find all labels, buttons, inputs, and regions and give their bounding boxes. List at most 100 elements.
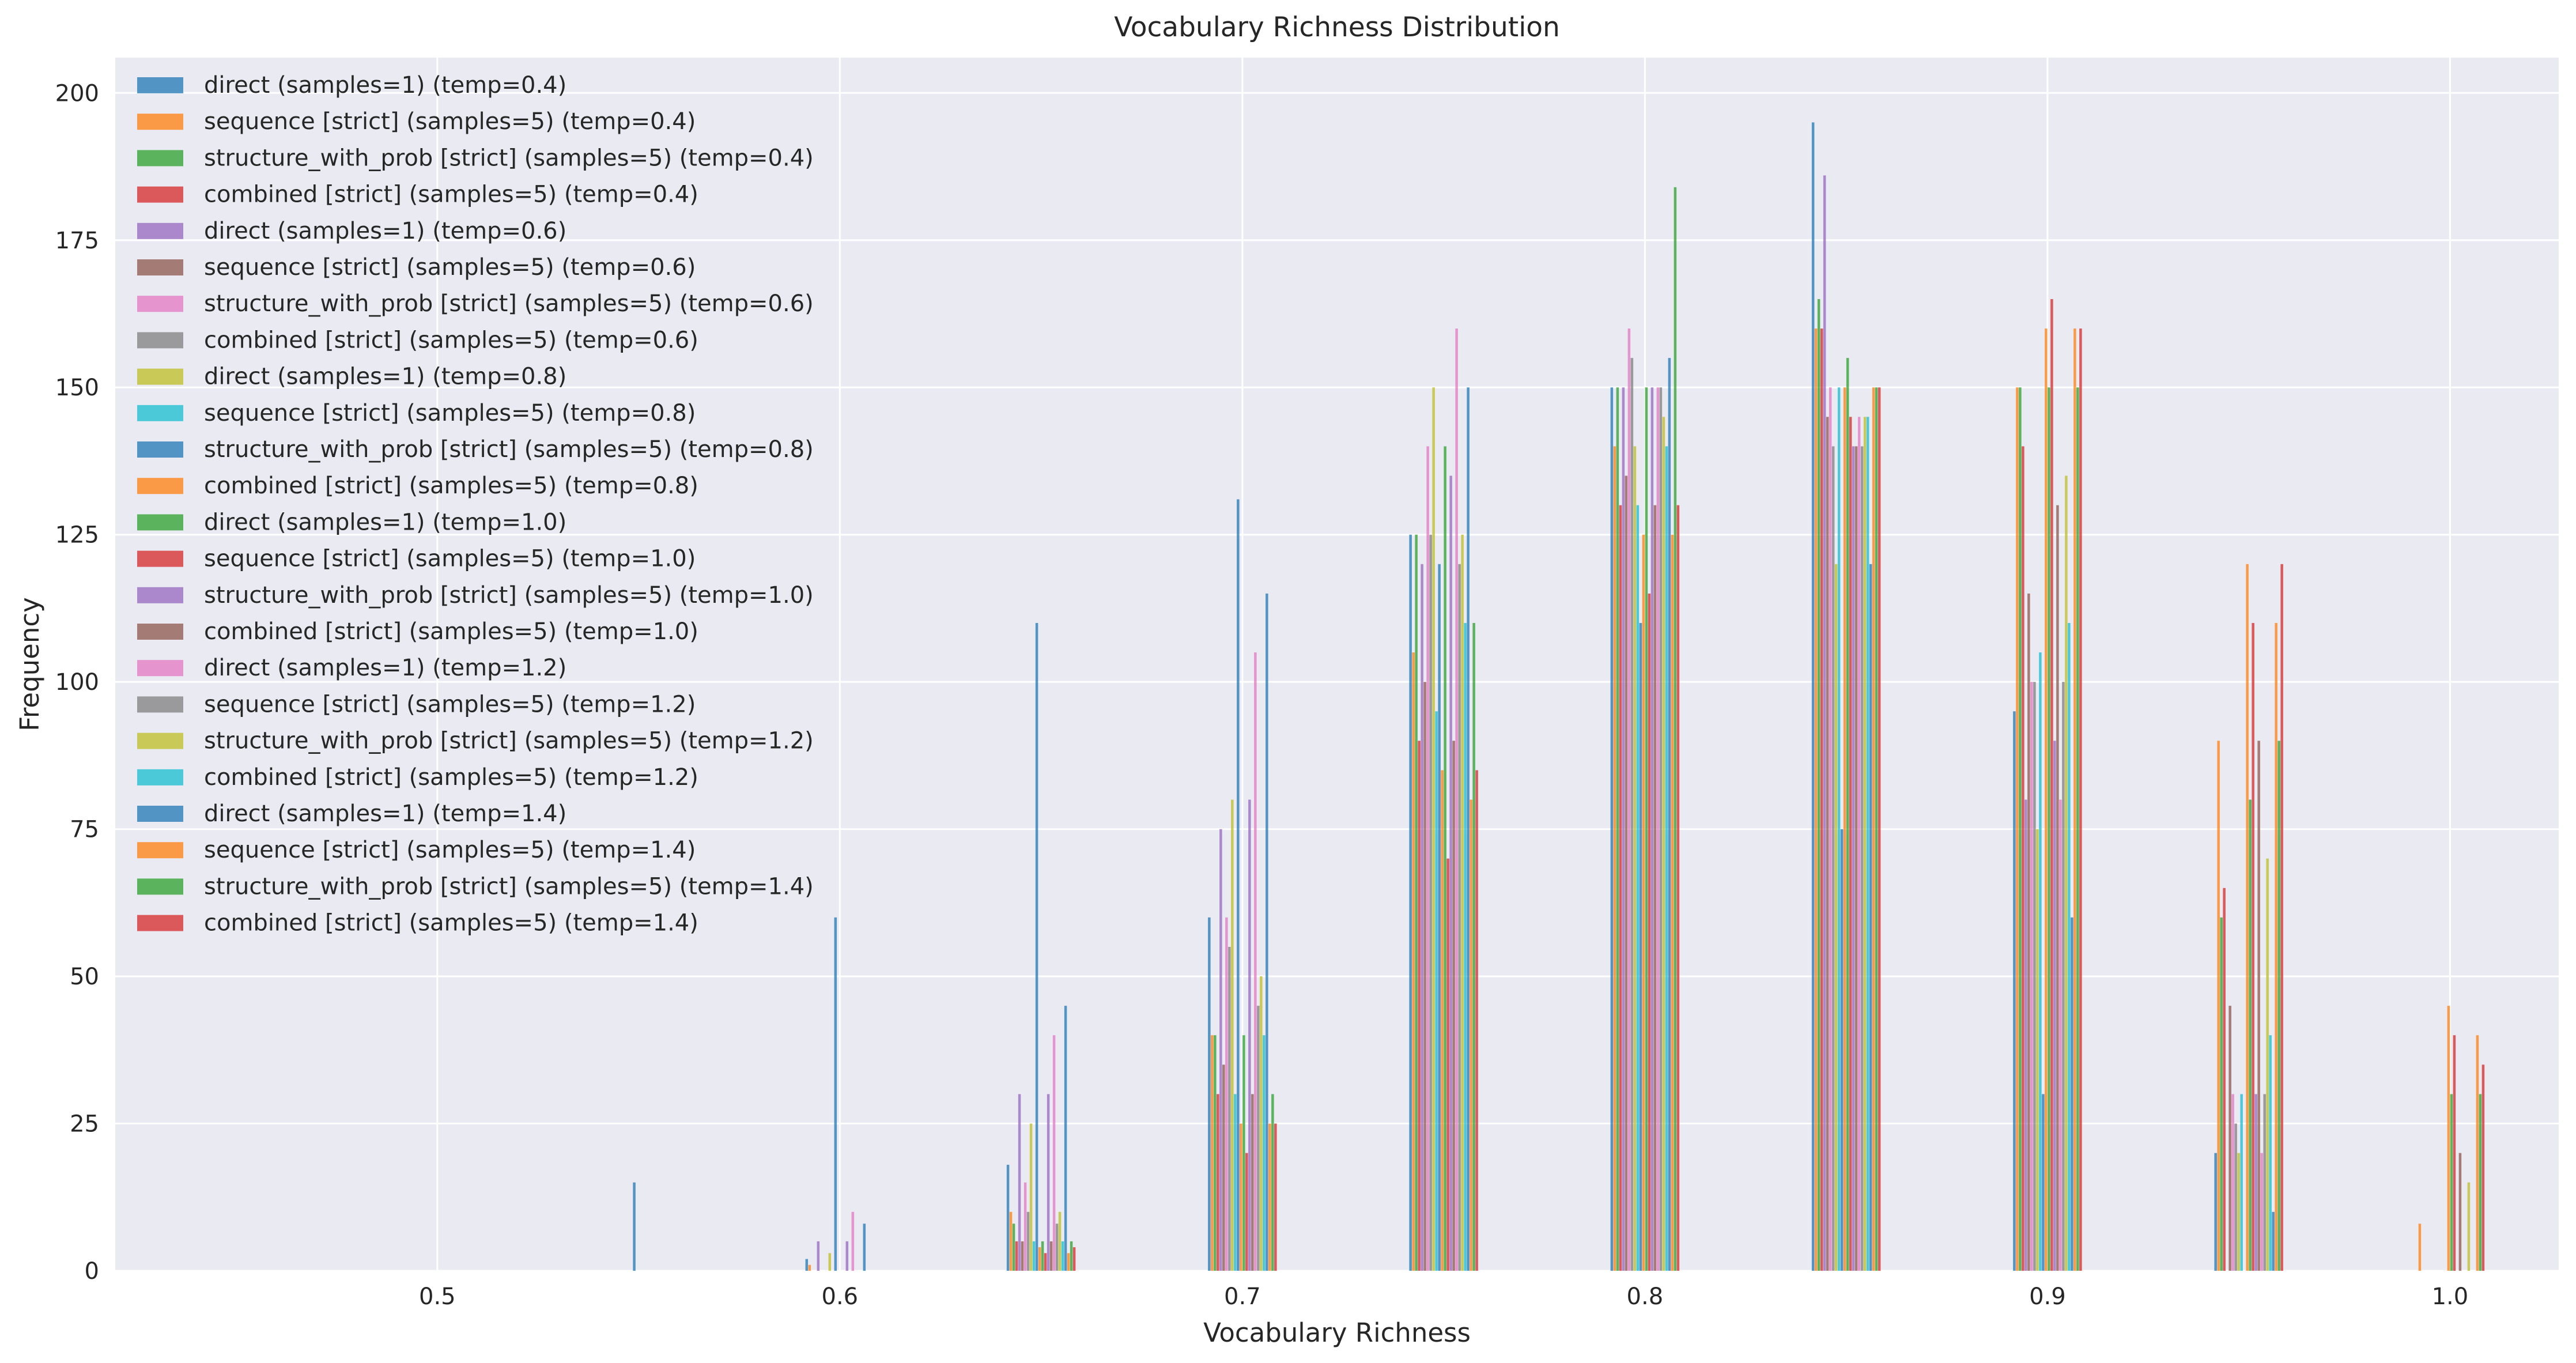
bar [851,1211,855,1271]
bar [2228,1006,2231,1271]
series-23 [1070,187,2482,1271]
bar [1671,534,1674,1271]
series-24 [1072,329,2485,1271]
legend: direct (samples=1) (temp=0.4) sequence [s… [137,72,814,937]
x-tick-label: 0.7 [1224,1283,1261,1310]
bar [1831,446,1835,1271]
legend-swatch [137,186,183,203]
bar [1225,917,1228,1271]
bar [1659,387,1663,1271]
series-16 [1049,446,2462,1271]
bar [2246,564,2249,1271]
bar [2272,1211,2275,1271]
legend-swatch [137,478,183,494]
bar [2458,1153,2462,1271]
bar [1811,122,1815,1271]
series-18 [1055,387,2266,1271]
bar [2039,652,2042,1271]
bar [1237,499,1240,1271]
bar [2269,1035,2272,1271]
bar [1645,387,1648,1271]
bar [2024,799,2027,1271]
bar [1251,1094,1254,1271]
legend-label: combined [strict] (samples=5) (temp=0.6) [204,327,698,353]
x-axis-label: Vocabulary Richness [1203,1317,1471,1348]
series-8 [1026,358,2237,1271]
bar [1006,1165,1010,1271]
legend-swatch [137,150,183,167]
bar [834,917,837,1271]
legend-label: combined [strict] (samples=5) (temp=1.2) [204,764,698,791]
bar [1452,741,1455,1271]
bar [1248,799,1251,1271]
legend-label: sequence [strict] (samples=5) (temp=1.0) [204,546,696,572]
bar [2263,1094,2266,1271]
bar [2013,711,2016,1271]
bar [1449,475,1452,1271]
bar [1633,446,1637,1271]
series-4 [1015,329,2226,1271]
bar [1625,475,1628,1271]
bar [1012,1224,1015,1271]
series-9 [828,387,2240,1271]
bar [2065,475,2068,1271]
bar [1426,446,1429,1271]
bar [1872,387,1875,1271]
bar [828,1253,832,1271]
bar [1412,652,1415,1271]
series-11 [633,499,2045,1271]
bar [1846,358,1849,1271]
bar [1058,1211,1062,1271]
bar [805,1259,809,1271]
bar [1475,770,1478,1271]
bar [1843,387,1846,1271]
y-tick-label: 175 [55,228,99,254]
bar [1274,1123,1277,1271]
bar [1639,622,1642,1271]
legend-label: structure_with_prob [strict] (samples=5)… [204,873,814,900]
legend-swatch [137,587,183,603]
bar [1211,1035,1214,1271]
series-20 [1061,417,2272,1271]
legend-swatch [137,660,183,677]
bar [2252,622,2254,1271]
bar [1260,976,1263,1271]
bar [1665,446,1668,1271]
bar [1041,1241,1044,1271]
bar [2275,622,2277,1271]
y-tick-label: 125 [55,522,99,549]
bar [1009,1211,1013,1271]
bar [2050,299,2053,1271]
y-tick-label: 200 [55,80,99,107]
legend-label: direct (samples=1) (temp=0.8) [204,364,566,390]
bar [1015,1241,1018,1271]
bar [2027,593,2030,1271]
bar [2450,1094,2453,1271]
bar [1814,329,1818,1271]
bar [1222,1064,1225,1271]
bar [1616,387,1619,1271]
y-tick-label: 0 [85,1258,99,1285]
bar [2068,622,2071,1271]
bar [633,1182,636,1271]
bar [1072,1247,1076,1271]
bar [2071,917,2073,1271]
legend-label: sequence [strict] (samples=5) (temp=1.4) [204,837,696,863]
bar [2223,888,2226,1271]
legend-label: combined [strict] (samples=5) (temp=0.8) [204,473,698,499]
legend-swatch [137,114,183,130]
bar [1875,387,1878,1271]
bar [2079,329,2082,1271]
series-2 [808,329,2422,1271]
legend-label: sequence [strict] (samples=5) (temp=0.6) [204,254,696,281]
bar [1656,387,1660,1271]
legend-swatch [137,441,183,458]
bar [1869,564,1872,1271]
bar [1052,1035,1056,1271]
series-13 [1041,358,2453,1271]
bar [2467,1182,2471,1271]
series-5 [817,175,2027,1271]
bar [2453,1035,2456,1271]
series-6 [1021,417,2231,1271]
bar [1470,799,1472,1271]
